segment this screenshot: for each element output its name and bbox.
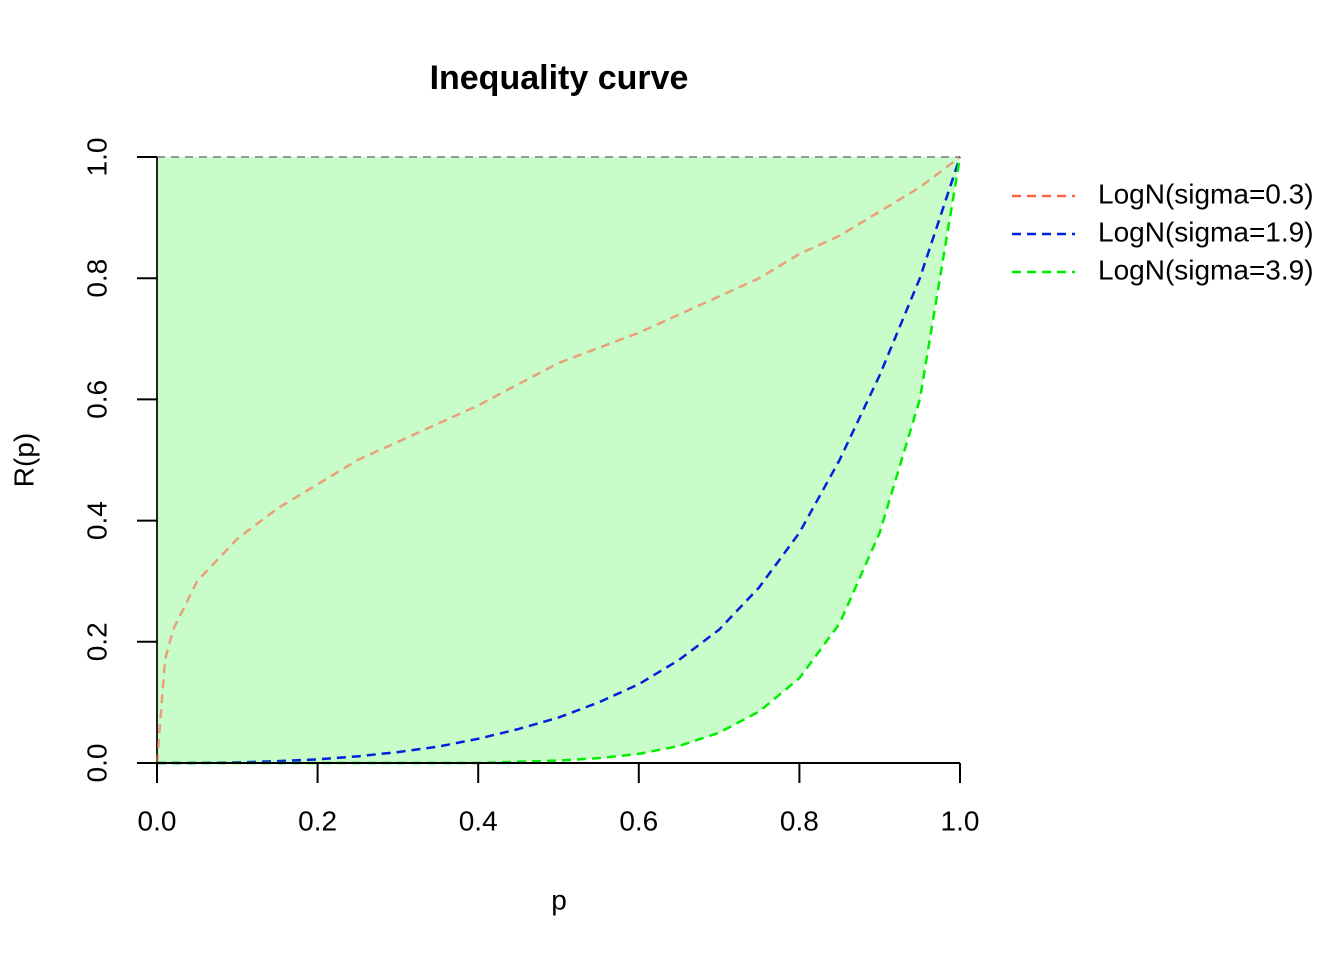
y-tick-label: 0.2 [81, 622, 112, 661]
chart-title: Inequality curve [430, 59, 689, 97]
x-tick-label: 0.0 [138, 805, 177, 836]
legend-label: LogN(sigma=3.9) [1098, 254, 1314, 285]
x-tick-label: 0.4 [459, 805, 498, 836]
y-tick-label: 0.6 [81, 380, 112, 419]
x-tick-label: 1.0 [941, 805, 980, 836]
y-axis-label: R(p) [8, 433, 39, 487]
y-tick-label: 0.4 [81, 501, 112, 540]
x-tick-label: 0.6 [619, 805, 658, 836]
series-line [155, 156, 961, 764]
x-axis-label: p [551, 884, 567, 915]
area-fill [157, 157, 960, 763]
legend-label: LogN(sigma=0.3) [1098, 178, 1314, 209]
x-tick-label: 0.2 [298, 805, 337, 836]
y-tick-label: 1.0 [81, 138, 112, 177]
x-tick-label: 0.8 [780, 805, 819, 836]
legend-label: LogN(sigma=1.9) [1098, 216, 1314, 247]
y-tick-label: 0.0 [81, 744, 112, 783]
y-tick-label: 0.8 [81, 259, 112, 298]
